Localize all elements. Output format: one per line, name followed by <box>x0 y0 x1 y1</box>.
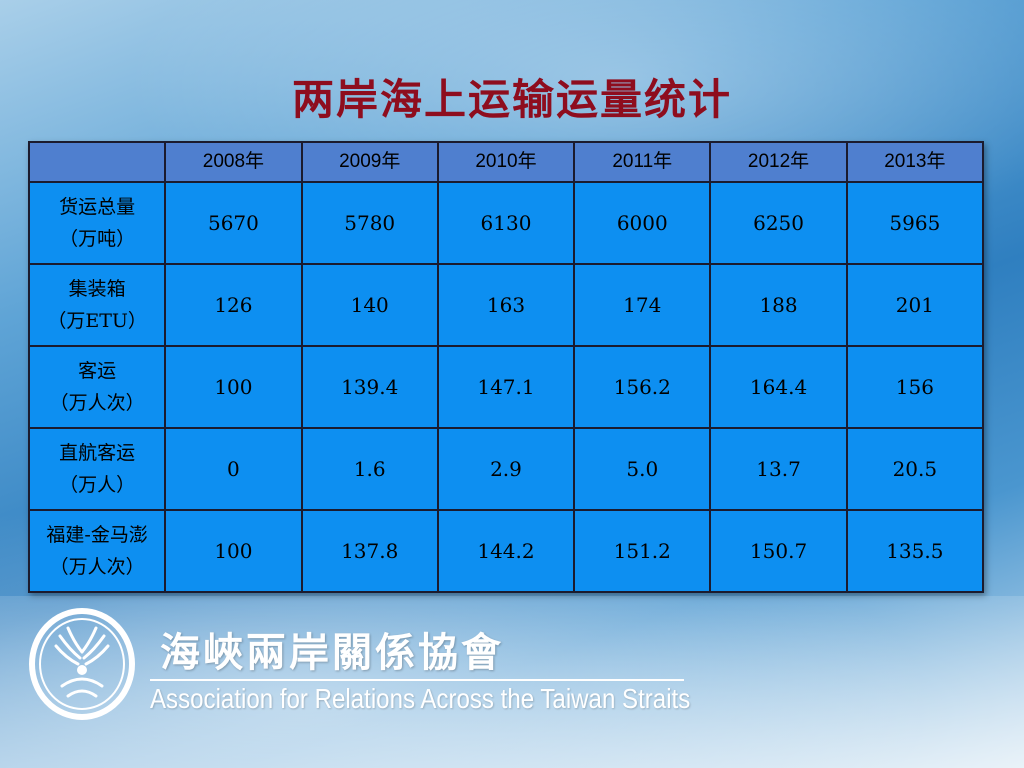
row-label: 福建-金马澎 （万人次） <box>27 508 167 594</box>
arats-crane-logo-icon <box>29 608 135 720</box>
table-cell: 140 <box>300 262 439 347</box>
table-cell: 5965 <box>845 180 985 265</box>
table-row: 客运 （万人次） 100 139.4 147.1 156.2 164.4 156 <box>27 344 985 429</box>
table-cell: 1.6 <box>300 426 439 511</box>
table-cell: 13.7 <box>709 426 848 511</box>
org-name-chinese: 海峽兩岸關係協會 <box>160 630 504 676</box>
table-cell: 164.4 <box>709 344 848 429</box>
row-label-unit: （万ETU） <box>47 309 147 332</box>
table-cell: 6130 <box>436 180 576 265</box>
table-cell: 151.2 <box>573 508 712 594</box>
org-name-english: Association for Relations Across the Tai… <box>150 683 691 714</box>
table-cell: 201 <box>845 262 985 347</box>
year-header: 2013年 <box>845 141 985 183</box>
row-label-unit: （万人） <box>59 473 136 496</box>
row-label: 客运 （万人次） <box>27 344 167 429</box>
table-cell: 188 <box>709 262 848 347</box>
table-cell: 150.7 <box>709 508 848 594</box>
row-label: 集装箱 （万ETU） <box>27 262 167 347</box>
table-cell: 20.5 <box>845 426 985 511</box>
divider <box>150 679 684 681</box>
row-label-name: 集装箱 <box>68 277 126 300</box>
row-label-unit: （万人次） <box>49 391 145 414</box>
table-row: 直航客运 （万人） 0 1.6 2.9 5.0 13.7 20.5 <box>27 426 985 511</box>
table-cell: 126 <box>164 262 303 347</box>
table-row: 集装箱 （万ETU） 126 140 163 174 188 201 <box>27 262 985 347</box>
table-cell: 135.5 <box>845 508 985 594</box>
table-corner-cell <box>27 141 167 183</box>
year-header: 2008年 <box>164 141 303 183</box>
table-row: 福建-金马澎 （万人次） 100 137.8 144.2 151.2 150.7 … <box>27 508 985 594</box>
table-cell: 137.8 <box>300 508 439 594</box>
row-label-name: 货运总量 <box>59 195 136 218</box>
year-header: 2010年 <box>436 141 576 183</box>
slide-title: 两岸海上运输运量统计 <box>291 75 732 124</box>
footer-band <box>0 596 1024 768</box>
table-cell: 0 <box>164 426 303 511</box>
table-cell: 163 <box>436 262 576 347</box>
table-cell: 2.9 <box>436 426 576 511</box>
year-header: 2011年 <box>573 141 712 183</box>
table-cell: 147.1 <box>436 344 576 429</box>
table-cell: 144.2 <box>436 508 576 594</box>
table-cell: 5670 <box>164 180 303 265</box>
table-cell: 5.0 <box>573 426 712 511</box>
row-label: 直航客运 （万人） <box>27 426 167 511</box>
table-cell: 156.2 <box>573 344 712 429</box>
year-header: 2009年 <box>300 141 439 183</box>
table-cell: 174 <box>573 262 712 347</box>
row-label-name: 福建-金马澎 <box>46 523 148 546</box>
table-cell: 100 <box>164 508 303 594</box>
table-header-row: 2008年 2009年 2010年 2011年 2012年 2013年 <box>27 141 985 183</box>
table-cell: 139.4 <box>300 344 439 429</box>
table-cell: 6000 <box>573 180 712 265</box>
row-label: 货运总量 （万吨） <box>27 180 167 265</box>
table-cell: 100 <box>164 344 303 429</box>
year-header: 2012年 <box>709 141 848 183</box>
row-label-unit: （万吨） <box>59 227 136 250</box>
row-label-name: 直航客运 <box>59 441 136 464</box>
row-label-name: 客运 <box>78 359 117 382</box>
row-label-unit: （万人次） <box>49 555 145 578</box>
statistics-table: 2008年 2009年 2010年 2011年 2012年 2013年 货运总量… <box>27 141 985 594</box>
table-cell: 156 <box>845 344 985 429</box>
table-row: 货运总量 （万吨） 5670 5780 6130 6000 6250 5965 <box>27 180 985 265</box>
table-cell: 5780 <box>300 180 439 265</box>
table-cell: 6250 <box>709 180 848 265</box>
